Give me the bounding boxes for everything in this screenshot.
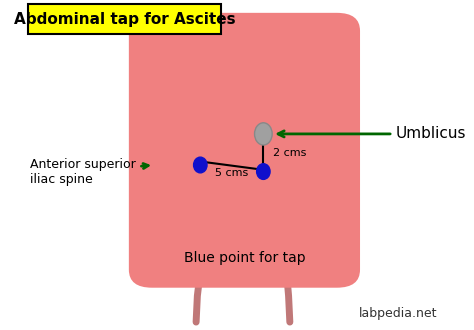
Text: 2 cms: 2 cms	[273, 148, 306, 158]
Text: Anterior superior
iliac spine: Anterior superior iliac spine	[30, 157, 148, 185]
Text: 5 cms: 5 cms	[215, 168, 248, 178]
Text: labpedia.net: labpedia.net	[359, 308, 438, 320]
Ellipse shape	[256, 164, 270, 180]
FancyBboxPatch shape	[28, 4, 221, 34]
FancyBboxPatch shape	[129, 13, 360, 288]
Text: Umblicus: Umblicus	[278, 126, 466, 142]
Text: Blue point for tap: Blue point for tap	[183, 251, 305, 265]
Text: Abdominal tap for Ascites: Abdominal tap for Ascites	[14, 12, 236, 26]
Ellipse shape	[193, 157, 207, 173]
Ellipse shape	[255, 123, 272, 145]
